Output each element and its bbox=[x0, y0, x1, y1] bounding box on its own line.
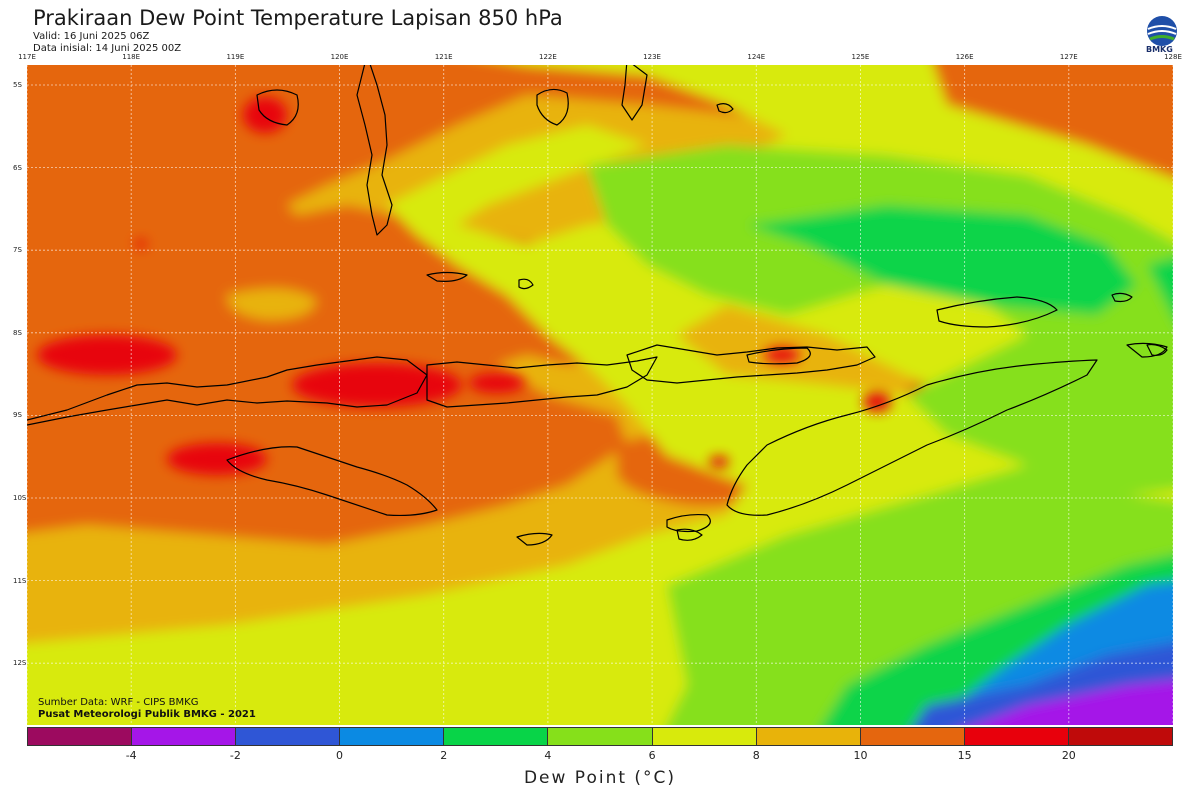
colorbar-segment bbox=[235, 728, 340, 745]
red-cell-sumba bbox=[167, 443, 267, 475]
logo-text: BMKG bbox=[1146, 45, 1173, 54]
latitude-label: 10S bbox=[13, 494, 27, 502]
colorbar-segment bbox=[651, 728, 756, 745]
bmkg-logo-icon bbox=[1147, 16, 1177, 46]
island-small-2 bbox=[518, 278, 534, 290]
field-bright-green bbox=[747, 205, 1137, 315]
longitude-label: 124E bbox=[747, 53, 766, 61]
red-cell-small bbox=[135, 240, 147, 248]
island-sumbawa bbox=[426, 356, 658, 408]
colorbar-segment bbox=[859, 728, 964, 745]
longitude-label: 127E bbox=[1059, 53, 1078, 61]
red-cell-west bbox=[37, 335, 177, 375]
initial-time: Data inisial: 14 Juni 2025 00Z bbox=[33, 43, 182, 54]
longitude-label: 117E bbox=[18, 53, 36, 61]
colorbar-segment bbox=[755, 728, 860, 745]
red-cell-rote bbox=[709, 456, 729, 468]
red-cell-sumbawa bbox=[469, 373, 525, 393]
colorbar-title: Dew Point (°C) bbox=[523, 768, 677, 788]
island-small-5 bbox=[1146, 343, 1168, 357]
island-small-3 bbox=[716, 103, 734, 114]
colorbar-tick-label: 0 bbox=[336, 749, 344, 762]
colorbar-tick-label: 10 bbox=[853, 749, 868, 762]
longitude-label: 122E bbox=[539, 53, 557, 61]
island-kisar bbox=[1126, 342, 1168, 358]
latitude-label: 11S bbox=[13, 576, 27, 585]
island-buton bbox=[536, 88, 569, 126]
longitude-label: 126E bbox=[955, 53, 974, 61]
longitude-label: 118E bbox=[122, 53, 141, 61]
credit-source: Sumber Data: WRF - CIPS BMKG bbox=[38, 697, 199, 708]
island-savu bbox=[516, 532, 553, 546]
red-cell-timor bbox=[863, 392, 891, 412]
colorbar-segment bbox=[339, 728, 444, 745]
colorbar-segment bbox=[547, 728, 652, 745]
field-orange-timor bbox=[617, 365, 937, 506]
colorbar-segment bbox=[963, 728, 1068, 745]
island-wetar bbox=[936, 296, 1058, 328]
longitude-label: 119E bbox=[226, 53, 245, 61]
colorbar bbox=[27, 727, 1173, 746]
valid-time: Valid: 16 Juni 2025 06Z bbox=[33, 31, 150, 42]
latitude-label: 12S bbox=[13, 659, 27, 668]
red-cell-north bbox=[243, 97, 287, 133]
colorbar-tick-label: 15 bbox=[957, 749, 972, 762]
island-selayar bbox=[621, 65, 648, 121]
latitude-label: 7S bbox=[13, 246, 22, 255]
island-small-4 bbox=[1111, 292, 1133, 303]
gridlines bbox=[27, 65, 1173, 725]
colorbar-tick-label: 6 bbox=[648, 749, 656, 762]
map-title: Prakiraan Dew Point Temperature Lapisan … bbox=[33, 6, 563, 30]
longitude-label: 128E bbox=[1164, 53, 1182, 61]
latitude-label: 8S bbox=[13, 328, 22, 337]
latitude-label: 5S bbox=[13, 81, 22, 89]
island-small-1 bbox=[426, 271, 468, 282]
colorbar-tick-label: -4 bbox=[125, 749, 137, 762]
colorbar-segment bbox=[1067, 728, 1173, 745]
island-northwest bbox=[256, 89, 299, 126]
longitude-label: 125E bbox=[851, 53, 870, 61]
dewpoint-map bbox=[27, 65, 1173, 725]
island-sulawesi-tip bbox=[356, 65, 393, 236]
red-cell-flores bbox=[764, 347, 800, 363]
colorbar-tick-label: 2 bbox=[440, 749, 448, 762]
longitude-label: 120E bbox=[330, 53, 349, 61]
colorbar-segment bbox=[28, 728, 132, 745]
colorbar-tick-label: 8 bbox=[752, 749, 760, 762]
colorbar-tick-label: 4 bbox=[544, 749, 552, 762]
colorbar-tick-label: 20 bbox=[1061, 749, 1076, 762]
field-purple bbox=[973, 679, 1173, 725]
island-sumba bbox=[226, 446, 438, 517]
latitude-label: 9S bbox=[13, 411, 22, 420]
credit-org: Pusat Meteorologi Publik BMKG - 2021 bbox=[38, 709, 256, 720]
island-small-6 bbox=[676, 528, 703, 541]
field-yellow-pocket bbox=[227, 288, 317, 320]
longitude-label: 123E bbox=[643, 53, 661, 61]
colorbar-segment bbox=[443, 728, 548, 745]
longitude-label: 121E bbox=[434, 53, 453, 61]
island-alor bbox=[746, 347, 811, 365]
island-timor bbox=[726, 359, 1098, 516]
coastlines bbox=[27, 65, 1168, 546]
latitude-label: 6S bbox=[13, 163, 22, 172]
colorbar-tick-label: -2 bbox=[229, 749, 241, 762]
colorbar-segment bbox=[131, 728, 236, 745]
island-flores bbox=[626, 344, 876, 384]
red-cell-lombok bbox=[292, 363, 462, 407]
field-green-east-edge bbox=[1147, 257, 1173, 317]
